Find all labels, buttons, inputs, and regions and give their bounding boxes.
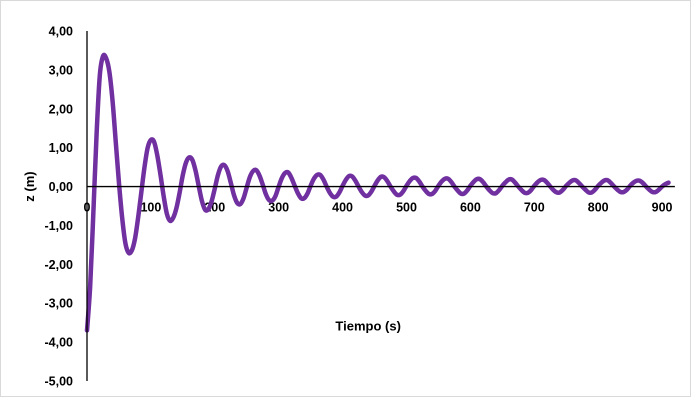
x-axis-title: Tiempo (s) — [335, 318, 401, 333]
y-tick-label: -5,00 — [45, 375, 74, 389]
y-axis-title: z (m) — [22, 171, 37, 201]
x-tick-label: 900 — [652, 201, 673, 215]
y-tick-label: -4,00 — [45, 336, 74, 350]
x-tick-label: 300 — [268, 201, 289, 215]
y-tick-label: 3,00 — [49, 63, 73, 77]
series-line-1 — [84, 52, 671, 333]
y-tick-label: 2,00 — [49, 102, 73, 116]
x-tick-label: 500 — [396, 201, 417, 215]
x-tick-label: 100 — [140, 201, 161, 215]
plot-area — [84, 52, 671, 333]
y-tick-label: 0,00 — [49, 180, 73, 194]
x-tick-label: 600 — [460, 201, 481, 215]
x-tick-label: 400 — [332, 201, 353, 215]
y-tick-labels: 4,00 3,00 2,00 1,00 0,00 -1,00 -2,00 -3,00 -4,00… — [45, 25, 74, 389]
x-tick-label: 700 — [524, 201, 545, 215]
y-tick-label: -3,00 — [45, 297, 74, 311]
y-tick-label: -1,00 — [45, 219, 74, 233]
y-tick-label: -2,00 — [45, 258, 74, 272]
y-tick-label: 1,00 — [49, 141, 73, 155]
y-tick-label: 4,00 — [49, 25, 73, 39]
x-tick-label: 800 — [588, 201, 609, 215]
